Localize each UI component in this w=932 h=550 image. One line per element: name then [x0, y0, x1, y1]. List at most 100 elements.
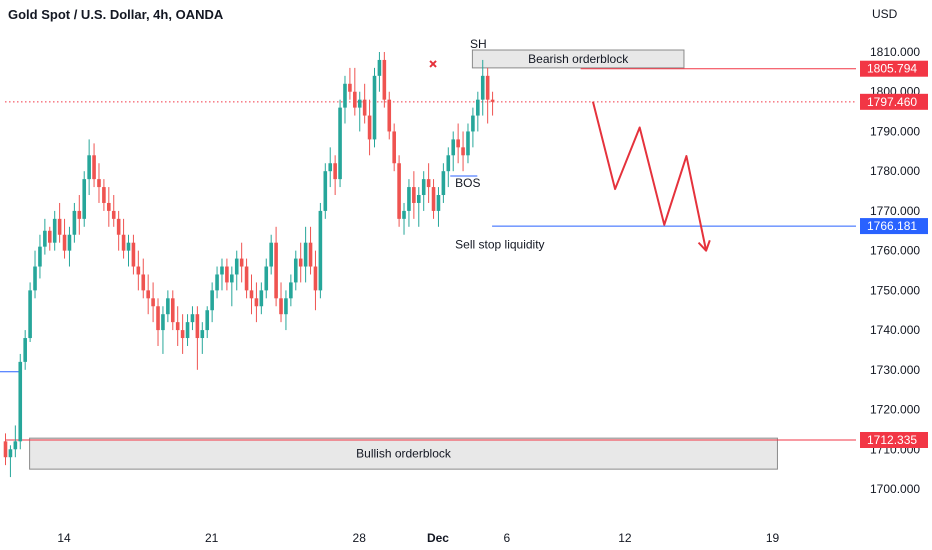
candle: [441, 163, 446, 203]
candle-body: [225, 266, 229, 283]
candle-body: [357, 99, 362, 108]
candle: [412, 171, 416, 219]
candle-body: [426, 179, 431, 188]
time-tick-label: 6: [503, 531, 510, 545]
candle-body: [456, 139, 460, 148]
candle: [343, 75, 347, 124]
candle-body: [377, 59, 382, 76]
candle-body: [185, 322, 190, 339]
candle: [269, 234, 273, 275]
candle-body: [215, 274, 219, 291]
price-tick-label: 1750.000: [870, 283, 920, 297]
candle: [303, 226, 308, 283]
price-tick-label: 1790.000: [870, 124, 920, 138]
candle: [161, 306, 165, 354]
level-1766-badge: [860, 218, 928, 235]
candle-body: [303, 242, 308, 267]
candle-body: [107, 202, 111, 211]
price-axis[interactable]: 1700.0001710.0001720.0001730.0001740.000…: [870, 45, 920, 496]
candle-body: [431, 187, 436, 211]
candle-body: [471, 115, 475, 132]
candle: [244, 258, 249, 299]
candle-body: [92, 155, 96, 180]
candle: [377, 52, 382, 92]
candle-body: [436, 195, 441, 211]
time-tick-label: Dec: [427, 531, 449, 545]
candle-body: [102, 187, 106, 203]
candle-body: [416, 195, 421, 203]
bullish-orderblock-zone: [29, 437, 778, 470]
candle-body: [289, 282, 293, 299]
candle: [166, 290, 170, 323]
candle: [362, 83, 367, 124]
candle-body: [57, 218, 62, 235]
candle: [372, 67, 377, 148]
candle: [466, 123, 470, 164]
price-tick-label: 1770.000: [870, 204, 920, 218]
candle: [23, 330, 27, 370]
candle-body: [461, 147, 465, 156]
candle: [451, 131, 456, 172]
level-1797-badge-label: 1797.460: [867, 95, 917, 109]
x-marker-stroke: [429, 60, 437, 68]
candle-body: [111, 210, 116, 219]
candle-body: [293, 258, 298, 283]
candle: [382, 52, 387, 108]
candle-body: [485, 75, 490, 100]
candle-body: [284, 298, 288, 315]
candle-body: [372, 75, 377, 140]
candle-body: [23, 338, 27, 362]
sell-stop-label: Sell stop liquidity: [455, 238, 544, 252]
candle: [318, 202, 323, 299]
time-axis[interactable]: 14 21 28 Dec 6 12 19: [57, 531, 779, 545]
candle: [239, 242, 244, 283]
candle: [62, 218, 67, 259]
candle-body: [397, 163, 401, 219]
candle: [47, 226, 52, 251]
candle: [13, 425, 18, 458]
candle: [156, 298, 160, 346]
candle: [446, 147, 451, 188]
candle-body: [77, 210, 82, 219]
candle: [357, 91, 362, 132]
levels-layer: [0, 68, 856, 441]
candles-layer: [3, 52, 495, 478]
time-tick-label: 28: [353, 531, 367, 545]
candle: [33, 250, 37, 299]
candle-body: [328, 163, 333, 172]
bearish-orderblock-zone: [471, 49, 685, 69]
candle-body: [333, 163, 337, 180]
candle: [107, 187, 111, 227]
projection-layer: [591, 101, 711, 252]
candle: [77, 195, 82, 235]
candle-body: [43, 230, 47, 247]
candle: [185, 314, 190, 346]
candle-body: [13, 441, 18, 450]
candle: [8, 445, 13, 478]
bearish-orderblock-label: Bearish orderblock: [528, 52, 629, 66]
candle: [333, 155, 337, 196]
candle-body: [353, 91, 357, 108]
candle: [289, 274, 293, 307]
candle-body: [28, 290, 32, 339]
candle-body: [67, 234, 72, 251]
candle-body: [195, 314, 200, 339]
candle-body: [234, 258, 239, 275]
candle-body: [451, 139, 456, 156]
candle: [151, 282, 155, 323]
candle: [387, 91, 392, 140]
candle-body: [298, 258, 303, 267]
candle-body: [170, 298, 175, 323]
candle-body: [126, 242, 131, 251]
candle: [313, 250, 318, 311]
candle: [121, 218, 126, 259]
candle-body: [205, 310, 210, 331]
time-tick-label: 14: [57, 531, 71, 545]
candle: [136, 250, 141, 291]
candle-body: [382, 59, 387, 100]
candle-body: [343, 83, 347, 108]
candle-body: [97, 179, 101, 188]
candle: [402, 202, 406, 235]
candle: [116, 210, 121, 251]
